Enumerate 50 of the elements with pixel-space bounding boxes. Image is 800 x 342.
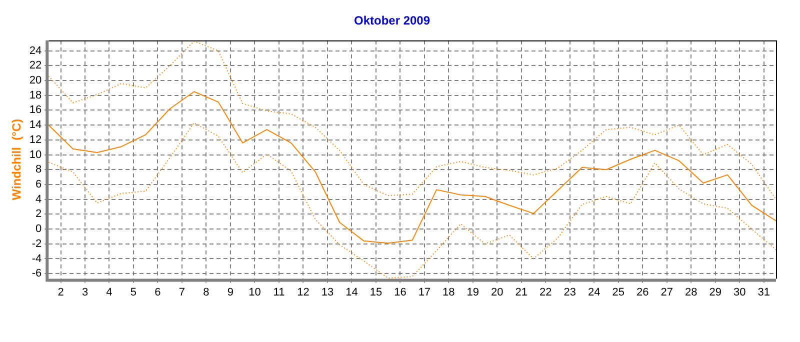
x-tick-label: 21 (515, 286, 528, 298)
x-tick-label: 14 (346, 286, 358, 298)
x-tick-label: 24 (588, 286, 600, 298)
y-tick-label: 0 (36, 223, 42, 236)
y-tick-label: -6 (32, 268, 42, 280)
y-tick-label: 22 (29, 60, 42, 72)
y-tick-label: 2 (36, 208, 42, 220)
y-tick-label: 14 (29, 119, 42, 132)
x-tick-label: 12 (297, 286, 310, 298)
x-tick-label: 26 (636, 286, 649, 298)
x-tick-label: 29 (709, 286, 722, 298)
y-tick-label: -2 (32, 238, 42, 250)
x-tick-label: 10 (248, 286, 261, 298)
x-tick-label: 28 (685, 286, 698, 298)
x-tick-label: 20 (491, 286, 504, 298)
x-tick-label: 15 (370, 286, 382, 298)
x-tick-label: 17 (418, 286, 431, 298)
chart-title: Oktober 2009 (354, 14, 430, 28)
x-tick-label: 18 (442, 286, 455, 298)
x-tick-label: 30 (734, 286, 746, 298)
y-tick-label: 6 (36, 178, 42, 191)
x-tick-label: 31 (758, 286, 770, 298)
x-tick-label: 7 (178, 286, 186, 298)
y-tick-label: 16 (29, 104, 42, 116)
y-tick-label: 24 (29, 44, 42, 57)
x-tick-label: 3 (82, 286, 88, 298)
line-series (48, 122, 776, 279)
y-tick-label: 8 (36, 164, 42, 176)
x-tick-label: 19 (466, 286, 480, 298)
y-axis-title: Windchill (°C) (10, 118, 24, 200)
x-tick-label: 25 (612, 286, 625, 298)
x-tick-label: 22 (540, 286, 552, 298)
line-series (48, 40, 776, 200)
x-tick-label: 6 (154, 286, 161, 298)
y-tick-label: 12 (29, 134, 42, 146)
x-tick-label: 9 (227, 286, 234, 298)
y-tick-label: 20 (29, 74, 42, 87)
y-tick-label: -4 (32, 252, 42, 265)
x-tick-label: 5 (130, 286, 137, 298)
y-tick-label: 18 (29, 89, 42, 102)
x-tick-label: 4 (106, 286, 112, 298)
x-tick-label: 16 (394, 286, 406, 298)
x-tick-label: 23 (564, 286, 576, 298)
x-tick-label: 11 (273, 286, 285, 298)
x-tick-label: 8 (203, 286, 210, 298)
x-tick-label: 27 (660, 286, 674, 298)
x-tick-label: 2 (58, 286, 64, 298)
y-tick-label: 10 (29, 148, 42, 161)
y-tick-label: 4 (36, 193, 42, 206)
x-tick-label: 13 (321, 286, 334, 298)
